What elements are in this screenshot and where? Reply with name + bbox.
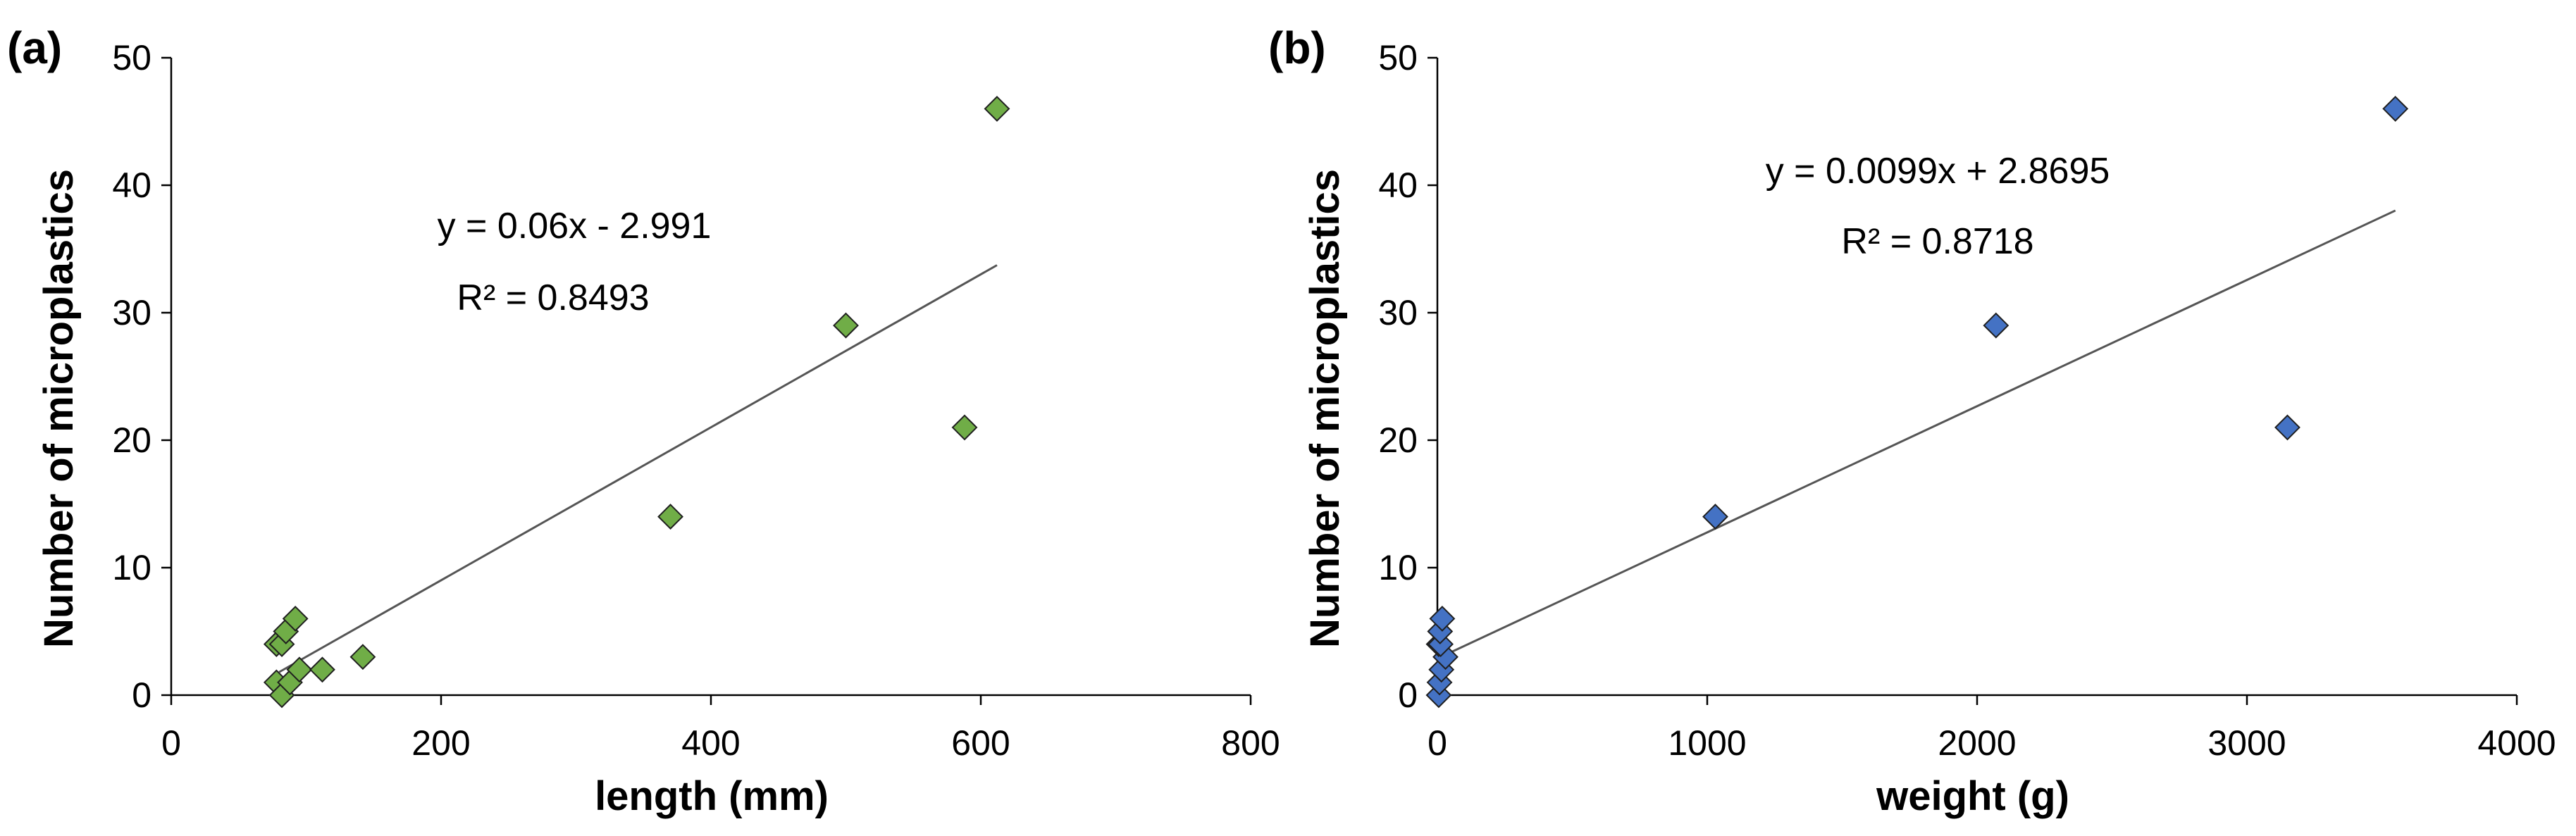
panel-b-ytick-label: 40 — [1378, 166, 1418, 205]
panel-a-data-point — [309, 656, 335, 683]
panel-a-xtick-label: 800 — [1221, 723, 1280, 763]
panel-b-ytick-label: 50 — [1378, 38, 1418, 77]
panel-b-ytick-label: 20 — [1378, 420, 1418, 460]
panel-b: (b) Number of microplastics weight (g) y… — [1268, 23, 2556, 819]
panel-b-ytick-label: 30 — [1378, 293, 1418, 332]
panel-a-r2: R² = 0.8493 — [457, 277, 649, 318]
panel-b-xlabel: weight (g) — [1876, 773, 2069, 819]
panel-a-ytick-label: 30 — [112, 293, 151, 332]
panel-a-ytick-label: 20 — [112, 420, 151, 460]
panel-b-xtick-label: 4000 — [2477, 723, 2556, 763]
panel-b-r2: R² = 0.8718 — [1841, 221, 2033, 262]
panel-a-data-point — [833, 312, 859, 339]
panel-a-ytick-label: 10 — [112, 548, 151, 587]
panel-b-data-point — [1429, 605, 1456, 632]
panel-b-data-point — [1702, 504, 1728, 530]
panel-a-ytick-label: 50 — [112, 38, 151, 77]
panel-a-trendline — [278, 264, 998, 673]
panel-b-label: (b) — [1268, 23, 1326, 73]
panel-b-xtick-label: 3000 — [2207, 723, 2286, 763]
panel-b-data-point — [2382, 95, 2409, 122]
panel-a-data-point — [282, 605, 309, 632]
panel-a-data-point — [984, 95, 1010, 122]
panel-a-label: (a) — [7, 23, 62, 73]
panel-a-data-point — [657, 504, 683, 530]
panel-b-ylabel: Number of microplastics — [1302, 169, 1348, 648]
panel-a-xticks: 0 200 400 600 800 — [161, 695, 1280, 763]
panel-a-yticks: 0 10 20 30 40 50 — [112, 38, 171, 715]
panel-a-ytick-label: 0 — [132, 675, 151, 715]
panel-b-xticks: 0 1000 2000 3000 4000 — [1428, 695, 2556, 763]
panel-a-trendline-group — [278, 264, 998, 673]
panel-b-yticks: 0 10 20 30 40 50 — [1378, 38, 1437, 715]
panel-a-data-point — [951, 414, 978, 441]
panel-b-xtick-label: 2000 — [1938, 723, 2016, 763]
panel-a-ylabel: Number of microplastics — [36, 169, 82, 648]
panel-a-xtick-label: 400 — [681, 723, 740, 763]
panel-a-axes — [170, 58, 1251, 697]
panel-a: (a) Number of microplastics length (mm) … — [7, 23, 1280, 819]
panel-b-data-point — [1427, 618, 1454, 644]
panel-b-trendline — [1439, 209, 2396, 659]
panel-b-trendline-group — [1439, 209, 2396, 659]
panel-a-xlabel: length (mm) — [595, 773, 829, 819]
panel-a-data-point — [349, 644, 376, 670]
panel-b-equation: y = 0.0099x + 2.8695 — [1766, 151, 2110, 192]
panel-b-points — [1425, 95, 2409, 709]
panel-b-ytick-label: 10 — [1378, 548, 1418, 587]
panel-a-data-point — [286, 656, 313, 683]
panel-a-ytick-label: 40 — [112, 166, 151, 205]
panel-b-xtick-label: 1000 — [1668, 723, 1746, 763]
panel-a-xtick-label: 0 — [161, 723, 181, 763]
panel-a-xtick-label: 600 — [951, 723, 1010, 763]
panel-b-data-point — [1983, 312, 2010, 339]
panel-a-xtick-label: 200 — [411, 723, 470, 763]
panel-b-xtick-label: 0 — [1428, 723, 1447, 763]
panel-a-equation: y = 0.06x - 2.991 — [438, 206, 712, 247]
panel-b-axes — [1436, 58, 2517, 697]
panel-b-ytick-label: 0 — [1398, 675, 1418, 715]
panel-a-points — [263, 95, 1010, 709]
panel-b-data-point — [2274, 414, 2301, 441]
